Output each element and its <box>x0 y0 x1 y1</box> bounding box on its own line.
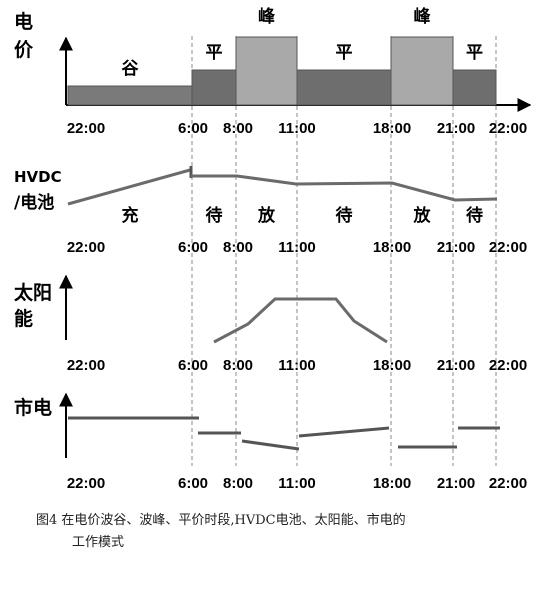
time-tick-label: 22:00 <box>489 475 527 492</box>
time-tick-label: 18:00 <box>373 120 411 137</box>
battery-state-label: 待 <box>466 205 483 226</box>
time-tick-label: 21:00 <box>437 357 475 374</box>
grid-segment-peak-1 <box>241 439 300 451</box>
time-tick-label: 22:00 <box>67 120 105 137</box>
time-guide-lines <box>191 36 497 466</box>
price-period-label: 峰 <box>258 6 276 27</box>
price-period-labels: 谷 平 峰平 峰平 <box>122 6 484 79</box>
time-tick-label: 11:00 <box>278 357 316 374</box>
battery-ylabel-2: /电池 <box>14 192 54 213</box>
time-tick-label: 22:00 <box>67 475 105 492</box>
battery-charge-line <box>67 168 191 206</box>
time-tick-label: 6:00 <box>178 357 208 374</box>
time-tick-label: 21:00 <box>437 239 475 256</box>
figure-caption-line1: 图4 在电价波谷、波峰、平价时段,HVDC电池、太阳能、市电的 <box>36 512 406 528</box>
time-tick-label: 21:00 <box>437 475 475 492</box>
time-tick-label: 8:00 <box>223 239 253 256</box>
price-period-label: 谷 <box>122 59 140 79</box>
solar-ylabel-1: 太阳 <box>14 281 52 304</box>
grid-panel: 市电 22:00 6:00 8:00 11:00 18:00 21:00 22:00 <box>14 392 527 492</box>
price-time-ticks: 22:00 6:00 8:00 11:00 18:00 21:00 22:00 <box>67 120 527 137</box>
figure-caption-line2: 工作模式 <box>72 535 124 550</box>
time-tick-label: 8:00 <box>223 357 253 374</box>
time-tick-label: 8:00 <box>223 120 253 137</box>
battery-state-label: 待 <box>336 205 353 226</box>
time-tick-label: 6:00 <box>178 475 208 492</box>
price-period-bar <box>452 69 497 106</box>
time-tick-label: 8:00 <box>223 475 253 492</box>
price-period-label: 平 <box>466 43 483 63</box>
time-tick-label: 11:00 <box>278 120 316 137</box>
time-tick-label: 22:00 <box>489 120 527 137</box>
price-period-label: 平 <box>206 43 223 63</box>
time-tick-label: 22:00 <box>67 239 105 256</box>
battery-state-label: 放 <box>257 205 276 226</box>
time-tick-label: 6:00 <box>178 120 208 137</box>
solar-output-curve <box>213 297 388 344</box>
time-tick-label: 21:00 <box>437 120 475 137</box>
grid-ylabel: 市电 <box>14 396 52 419</box>
battery-discharge-line <box>191 174 498 202</box>
solar-time-ticks: 22:00 6:00 8:00 11:00 18:00 21:00 22:00 <box>67 357 527 374</box>
time-tick-label: 18:00 <box>373 357 411 374</box>
time-tick-label: 18:00 <box>373 239 411 256</box>
battery-ylabel-1: HVDC <box>14 168 62 186</box>
solar-ylabel-2: 能 <box>14 307 33 330</box>
price-period-bar <box>235 36 298 106</box>
price-period-bar <box>67 85 193 106</box>
price-ylabel-1: 电 <box>14 10 33 33</box>
price-period-label: 平 <box>336 43 353 63</box>
battery-time-ticks: 22:00 6:00 8:00 11:00 18:00 21:00 22:00 <box>67 239 527 256</box>
time-tick-label: 6:00 <box>178 239 208 256</box>
price-ylabel-2: 价 <box>14 39 34 61</box>
time-tick-label: 22:00 <box>489 239 527 256</box>
price-period-label: 峰 <box>414 6 432 27</box>
battery-panel: HVDC /电池 充待放待放待 22:00 6:00 8:00 11:00 18:00 2… <box>14 166 527 256</box>
grid-time-ticks: 22:00 6:00 8:00 11:00 18:00 21:00 22:00 <box>67 475 527 492</box>
time-tick-label: 22:00 <box>489 357 527 374</box>
battery-state-label: 放 <box>413 205 432 226</box>
battery-state-labels: 充待放待放待 <box>122 205 484 226</box>
grid-segment-flat-2 <box>298 426 390 438</box>
battery-state-label: 待 <box>206 205 223 226</box>
time-tick-label: 11:00 <box>278 239 316 256</box>
price-period-bar <box>191 69 237 106</box>
time-tick-label: 22:00 <box>67 357 105 374</box>
solar-panel: 太阳 能 22:00 6:00 8:00 11:00 18:00 21:00 22:00 <box>14 274 527 374</box>
battery-state-label: 充 <box>122 205 139 226</box>
price-period-bar <box>390 36 454 106</box>
price-period-bar <box>296 69 392 106</box>
price-period-bars <box>67 36 497 106</box>
time-tick-label: 11:00 <box>278 475 316 492</box>
time-tick-label: 18:00 <box>373 475 411 492</box>
